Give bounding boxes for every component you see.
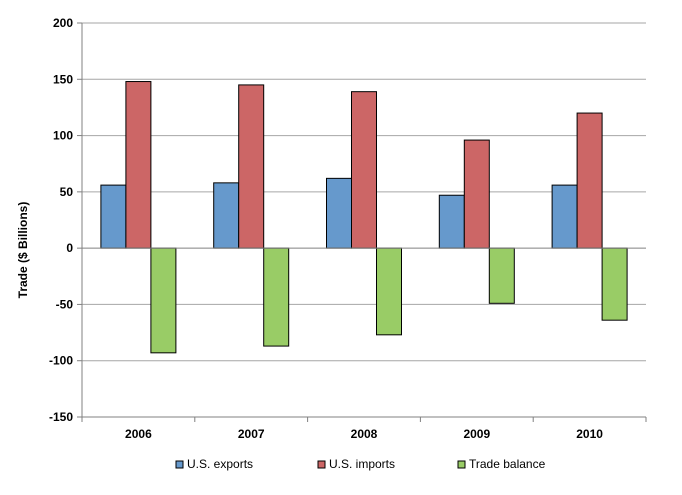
y-axis-title: Trade ($ Billions) [16, 202, 30, 299]
bar-u-s-exports-2009 [438, 194, 465, 249]
legend-swatch [317, 460, 326, 469]
legend-swatch [457, 460, 466, 469]
x-tick-label: 2009 [463, 427, 490, 441]
y-tick-label: 0 [66, 241, 73, 255]
bar-u-s-imports-2009 [463, 139, 490, 249]
y-tick-label: 200 [53, 16, 73, 30]
legend-swatch [175, 460, 184, 469]
y-tick-labels: 200 150 100 50 0 -50 -100 -150 [49, 16, 73, 424]
y-tick-label: -50 [56, 297, 74, 311]
y-tick-label: -150 [49, 410, 73, 424]
x-tick-labels: 2006 2007 2008 2009 2010 [125, 427, 603, 441]
x-tick-label: 2010 [576, 427, 603, 441]
y-tick-label: 150 [53, 72, 73, 86]
bar-u-s-exports-2007 [213, 182, 240, 249]
bar-u-s-exports-2006 [100, 184, 127, 249]
y-tick-label: 100 [53, 129, 73, 143]
y-tick-label: 50 [60, 185, 74, 199]
bar-trade-balance-2006 [150, 247, 177, 354]
x-tick-label: 2007 [238, 427, 265, 441]
legend: U.S. exports U.S. imports Trade balance [175, 457, 546, 471]
x-tick-label: 2008 [351, 427, 378, 441]
bar-trade-balance-2008 [376, 247, 402, 336]
bar-trade-balance-2009 [488, 247, 515, 304]
axes [77, 22, 647, 422]
bars [100, 81, 628, 354]
bar-u-s-exports-2010 [551, 184, 578, 249]
legend-label: U.S. imports [329, 457, 395, 471]
bar-u-s-imports-2008 [351, 91, 377, 249]
bar-u-s-imports-2010 [576, 112, 603, 249]
y-tick-label: -100 [49, 354, 73, 368]
x-tick-label: 2006 [125, 427, 152, 441]
bar-u-s-imports-2006 [125, 81, 152, 249]
legend-label: U.S. exports [187, 457, 253, 471]
legend-label: Trade balance [469, 457, 546, 471]
bar-u-s-imports-2007 [238, 84, 265, 249]
bar-trade-balance-2007 [263, 247, 290, 347]
bar-u-s-exports-2008 [326, 177, 352, 249]
bar-trade-balance-2010 [601, 247, 628, 321]
